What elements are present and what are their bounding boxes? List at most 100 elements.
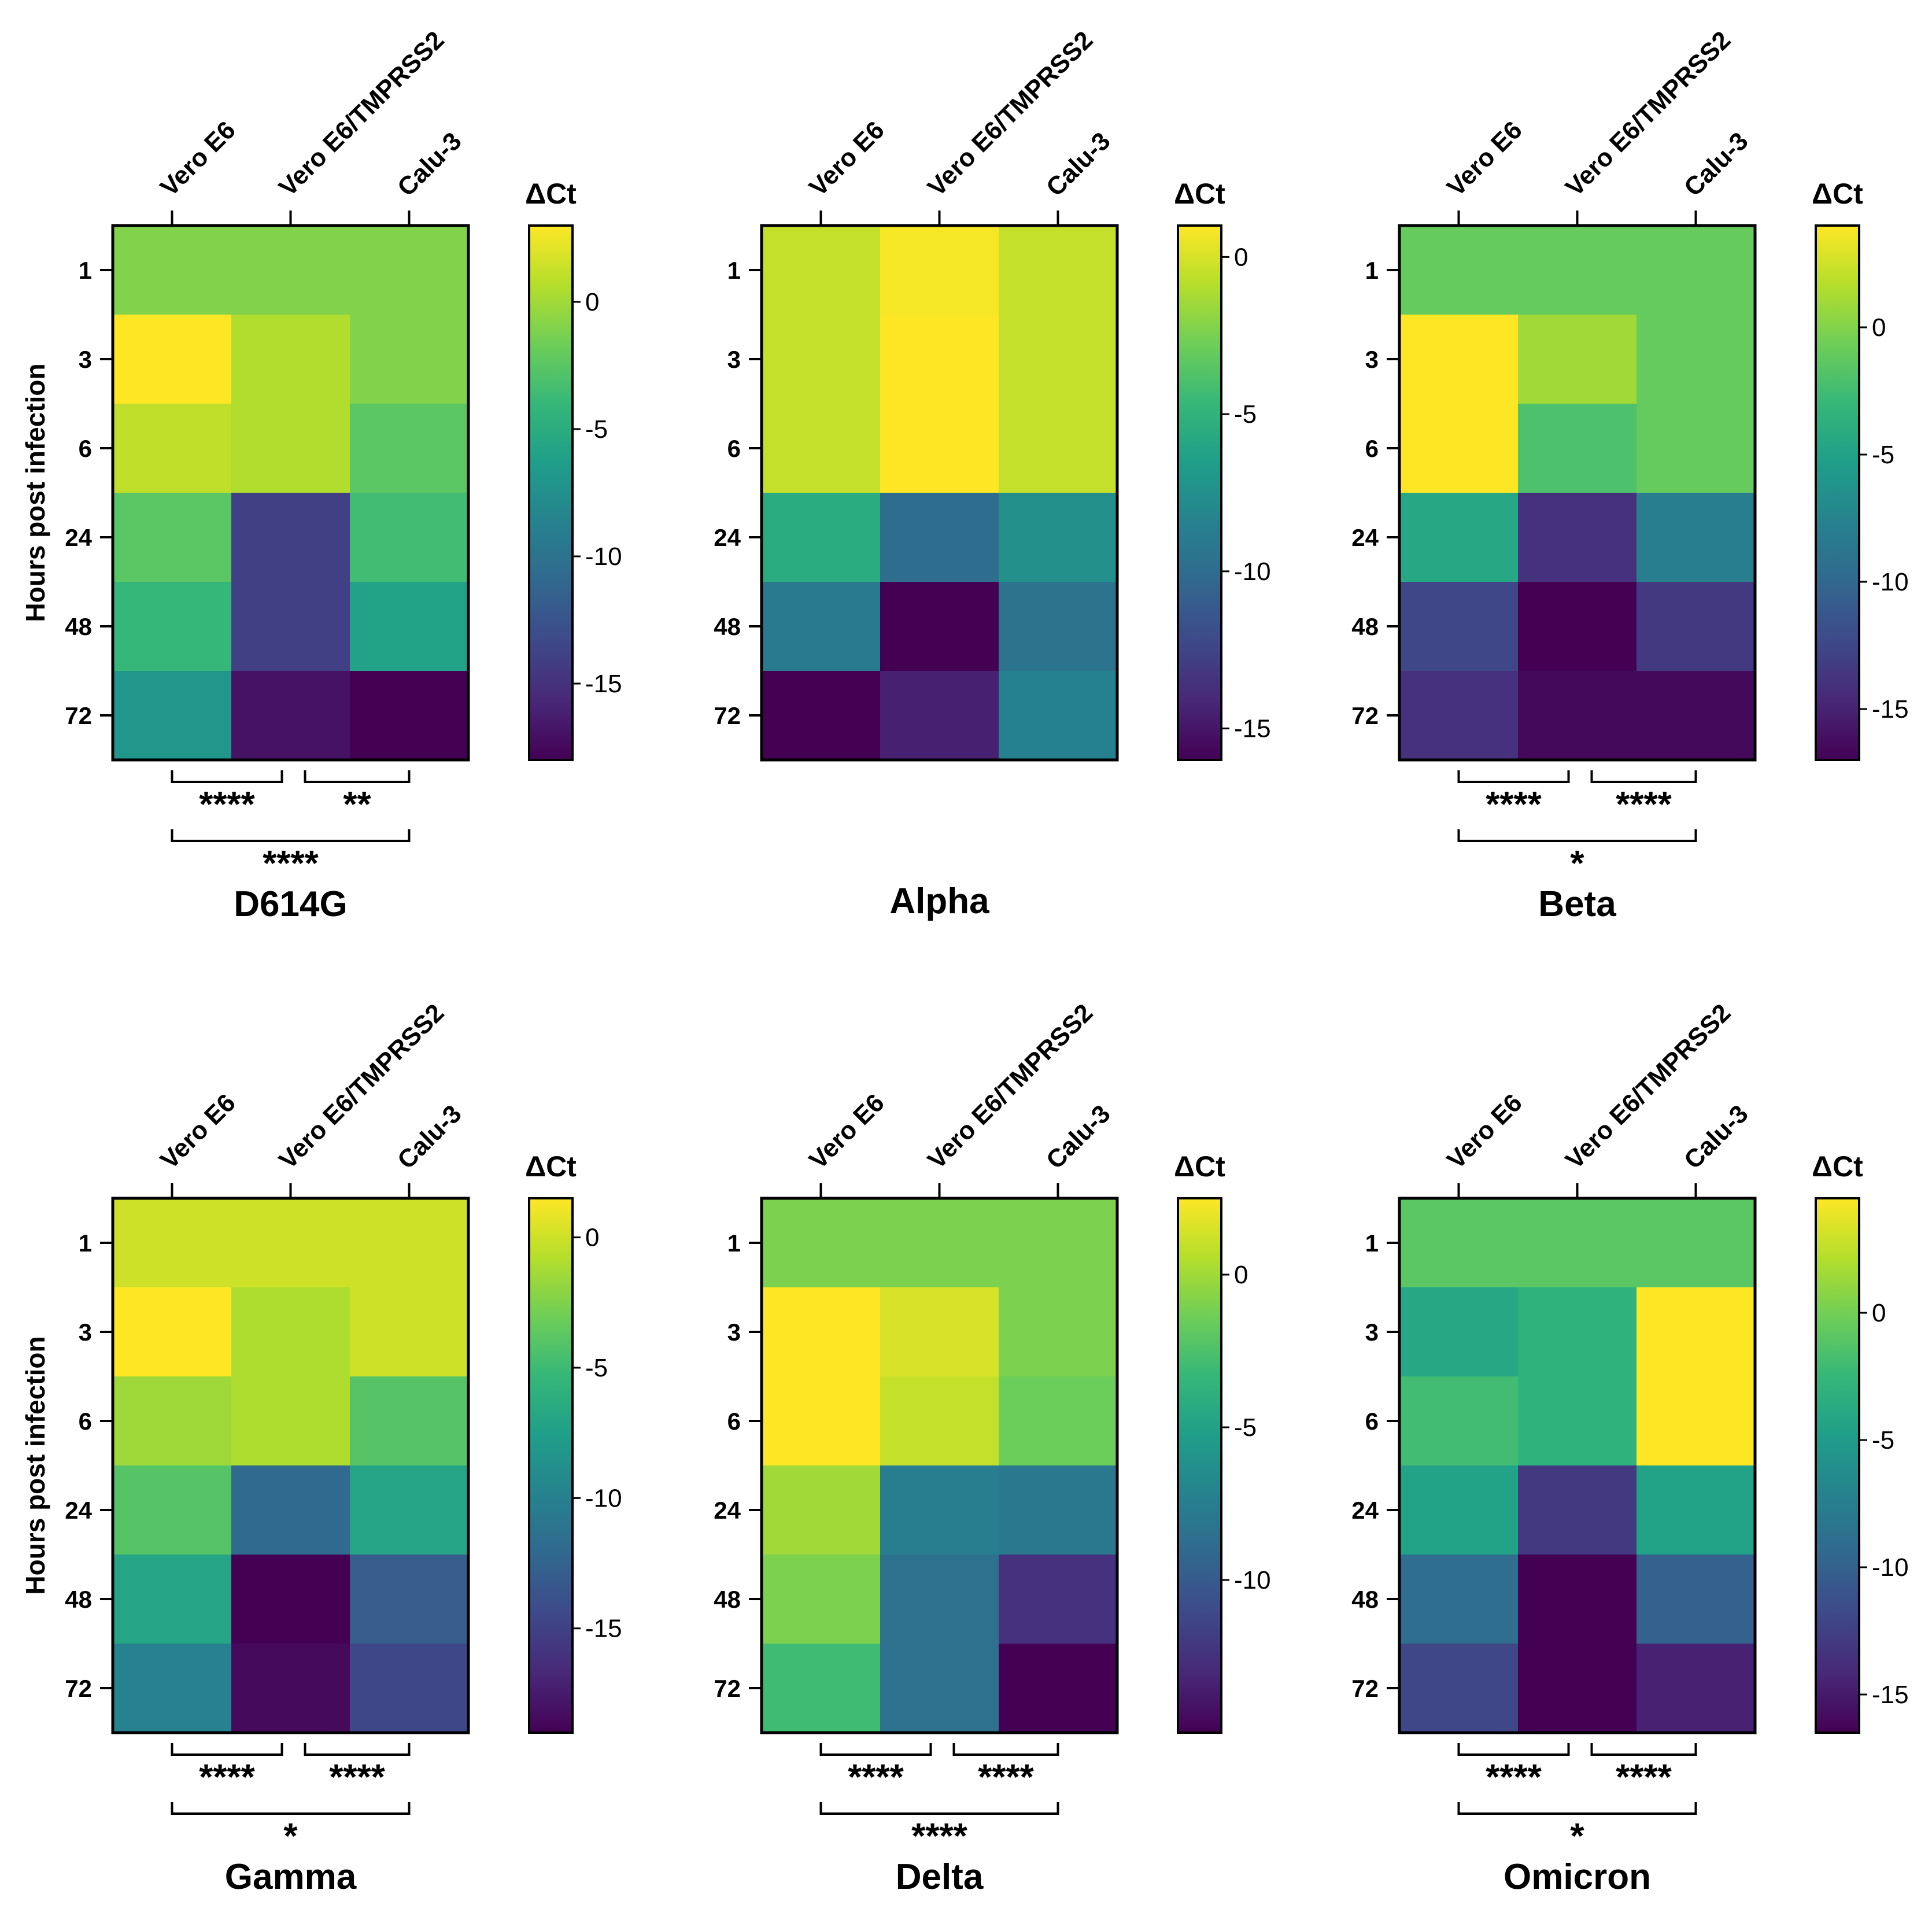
heatmap-cell: [350, 404, 469, 493]
significance-bracket: [819, 1743, 932, 1756]
heatmap-cell: [350, 1287, 469, 1377]
significance-label: ****: [199, 1758, 255, 1797]
significance-label: ****: [329, 1758, 385, 1797]
heatmap-cell: [762, 1376, 881, 1466]
heatmap-cell: [1399, 1198, 1519, 1288]
heatmap-cell: [762, 671, 881, 760]
heatmap-panel-alpha: Vero E6 Vero E6/TMPRSS2Calu-3136244872ΔCt…: [714, 26, 1270, 921]
colorbar-tick-label: -5: [1234, 1413, 1257, 1442]
heatmap-cell: [1637, 671, 1756, 760]
significance-bracket: [171, 1743, 283, 1756]
heatmap-cell: [1399, 315, 1519, 404]
heatmap-cell: [880, 404, 999, 493]
row-label: 48: [714, 613, 741, 640]
panel-title: Delta: [896, 1857, 984, 1897]
heatmap-cell: [1399, 1465, 1519, 1555]
significance-bracket: [304, 770, 411, 783]
panel-title: D614G: [234, 884, 347, 924]
colorbar: [1815, 1197, 1860, 1734]
heatmap-panel-beta: Vero E6 Vero E6/TMPRSS2Calu-3136244872ΔCt…: [1351, 26, 1908, 924]
row-label: 6: [727, 1408, 741, 1435]
column-label: Calu-3: [392, 1099, 467, 1175]
significance-bracket: [1457, 770, 1570, 783]
panel-title: Omicron: [1504, 1857, 1651, 1897]
heatmap-cell: [113, 404, 232, 493]
heatmap-cell: [999, 1555, 1118, 1644]
heatmap-cell: [880, 493, 999, 582]
heatmap-cell: [762, 1555, 881, 1644]
significance-label: ****: [199, 785, 255, 825]
heatmap-cell: [1518, 404, 1637, 493]
heatmap-cell: [1518, 1465, 1637, 1555]
row-label: 1: [79, 1230, 92, 1257]
colorbar-tick-label: -10: [1234, 1566, 1271, 1594]
row-label: 1: [79, 257, 92, 284]
row-label: 72: [65, 702, 92, 729]
row-label: 3: [79, 346, 92, 373]
significance-bracket: [952, 1743, 1059, 1756]
heatmap-cell: [231, 315, 350, 404]
heatmap-cell: [1637, 315, 1756, 404]
heatmap-cell: [1518, 1287, 1637, 1377]
column-label: Calu-3: [1679, 127, 1754, 202]
row-label: 6: [79, 1408, 92, 1435]
heatmap-cell: [1637, 1465, 1756, 1555]
heatmap-cell: [113, 1555, 232, 1644]
heatmap-cell: [1518, 1198, 1637, 1288]
row-label: 24: [1351, 1497, 1379, 1524]
heatmap-cell: [1637, 1376, 1756, 1466]
row-label: 1: [1365, 257, 1379, 284]
row-label: 3: [727, 346, 741, 373]
panel-title: Beta: [1538, 884, 1616, 924]
significance-label: ****: [848, 1758, 904, 1797]
heatmap-cell: [1637, 226, 1756, 315]
heatmap-cell: [1637, 582, 1756, 671]
heatmap-panel-delta: Vero E6 Vero E6/TMPRSS2Calu-3136244872ΔCt…: [714, 999, 1270, 1897]
heatmap-panel-gamma: Vero E6 Vero E6/TMPRSS2Calu-3136244872Hou…: [20, 999, 622, 1897]
row-label: 6: [79, 435, 92, 462]
colorbar-tick-label: -5: [1872, 1426, 1894, 1454]
colorbar-tick-label: -15: [585, 670, 622, 698]
significance-label: ****: [1616, 785, 1672, 825]
colorbar-tick-label: -15: [1872, 695, 1909, 723]
column-label: Calu-3: [392, 127, 467, 202]
heatmap-cell: [350, 315, 469, 404]
column-label: Vero E6: [804, 116, 890, 202]
heatmap-cell: [231, 1287, 350, 1377]
heatmap-cell: [999, 315, 1118, 404]
colorbar-title: ΔCt: [1174, 178, 1225, 210]
heatmap-cell: [762, 1644, 881, 1733]
heatmap-cell: [113, 1644, 232, 1733]
heatmap-cell: [1518, 315, 1637, 404]
column-label: Vero E6: [155, 1088, 241, 1175]
colorbar-tick-label: 0: [1872, 313, 1886, 342]
heatmap-cell: [880, 1555, 999, 1644]
significance-label: *: [283, 1817, 298, 1856]
heatmap-cell: [880, 1376, 999, 1466]
row-label: 48: [65, 613, 92, 640]
heatmap-cell: [113, 671, 232, 760]
row-label: 6: [1365, 435, 1379, 462]
heatmap-cell: [762, 315, 881, 404]
heatmap-cell: [113, 1465, 232, 1555]
significance-label: ****: [1486, 1758, 1542, 1797]
column-label: Vero E6: [1442, 1088, 1528, 1175]
heatmap-cell: [1399, 1287, 1519, 1377]
heatmap-cell: [1399, 582, 1519, 671]
heatmap-cell: [1518, 1644, 1637, 1733]
panel-title: Gamma: [225, 1857, 357, 1897]
heatmap-cell: [999, 1287, 1118, 1377]
heatmap-cell: [880, 1287, 999, 1377]
heatmap-cell: [880, 226, 999, 315]
row-label: 48: [65, 1586, 92, 1613]
colorbar-tick-label: -15: [1234, 715, 1271, 743]
column-label: Calu-3: [1041, 1099, 1116, 1175]
heatmap-cell: [113, 226, 232, 315]
heatmap-cell: [231, 1198, 350, 1288]
row-label: 3: [727, 1319, 741, 1346]
heatmap-cell: [1518, 226, 1637, 315]
significance-label: ****: [978, 1758, 1034, 1797]
row-label: 3: [1365, 346, 1379, 373]
significance-bracket: [304, 1743, 411, 1756]
heatmap-cell: [1518, 1555, 1637, 1644]
